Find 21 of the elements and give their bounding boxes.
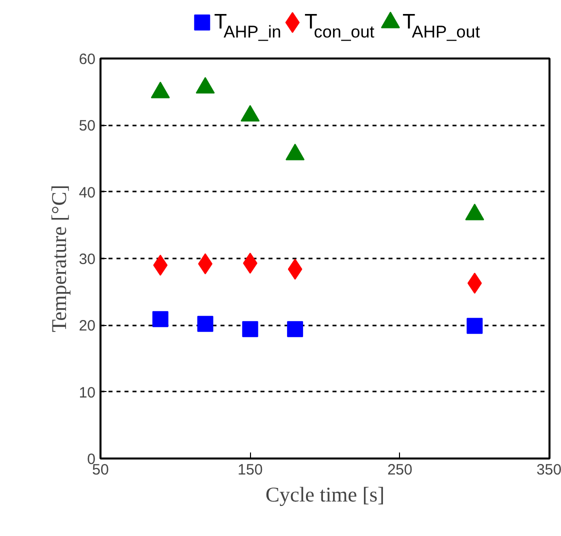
y-tick-label: 60 [78,51,96,68]
y-tick-label: 20 [78,318,96,335]
point [152,311,168,328]
point [196,76,215,94]
x-tick-label: 350 [536,462,561,478]
point [466,318,483,334]
point [465,204,484,220]
point [287,321,304,338]
x-tick-label: 150 [238,462,263,478]
point [150,82,170,98]
point [240,104,260,122]
y-tick-label: 50 [78,118,96,135]
x-axis-title: Cycle time [s] [266,482,384,506]
y-tick-label: 30 [78,251,96,268]
y-axis-title: Temperature [°C] [46,184,71,332]
x-tick-label: 250 [387,462,412,478]
point [242,321,258,338]
y-tick-label: 10 [78,384,96,402]
point [197,316,214,332]
point [286,144,305,160]
y-tick-label: 40 [78,184,96,202]
